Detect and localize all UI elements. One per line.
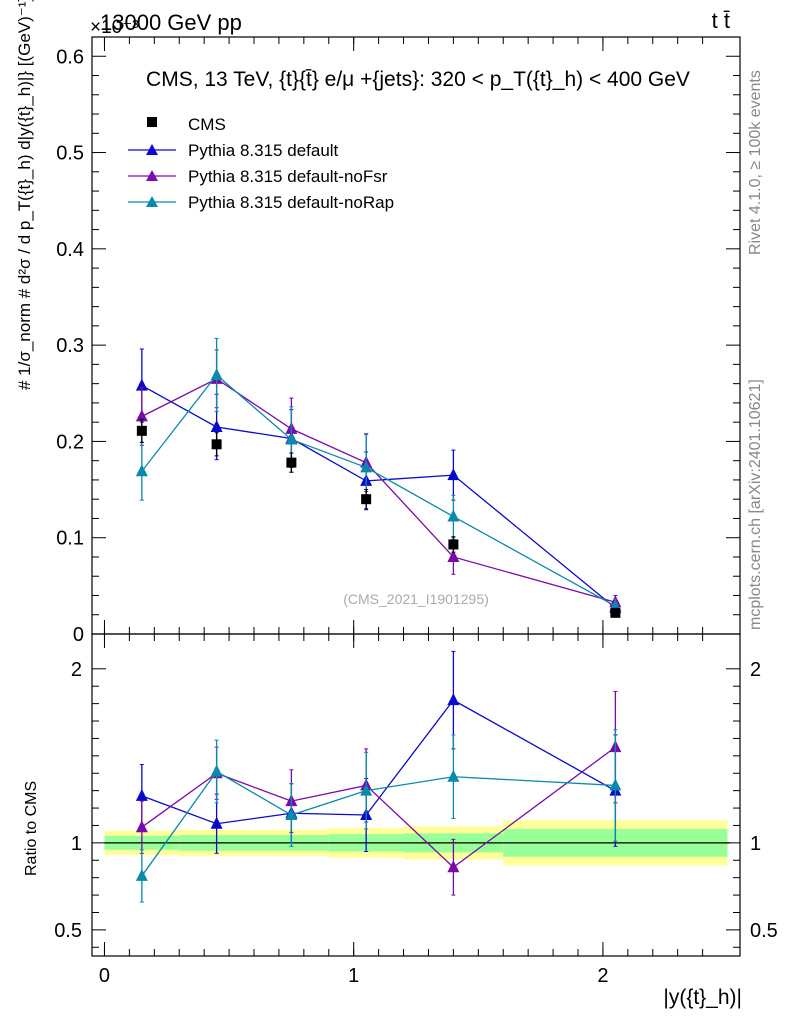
legend-marker-noRap (146, 196, 158, 207)
exponent-label: ×10⁻³ (90, 17, 139, 38)
data-point-cms (361, 494, 372, 505)
main-y-tick-label: 0.5 (56, 143, 84, 165)
data-point-cms (610, 607, 621, 618)
legend-label-noRap: Pythia 8.315 default-noRap (188, 193, 394, 212)
ratio-data-point-noFsr (447, 860, 460, 873)
ratio-data-point-noRap (135, 868, 148, 881)
series-line-default (141, 385, 616, 609)
data-point-default (210, 419, 223, 432)
ratio-axis-ticks: 0.5 0.5 1 1 2 2 0 1 2 (54, 634, 778, 987)
legend: CMS Pythia 8.315 default Pythia 8.315 de… (128, 115, 394, 212)
analysis-watermark: (CMS_2021_I1901295) (343, 591, 489, 607)
mcplots-label: mcplots.cern.ch [arXiv:2401.10621] (747, 379, 764, 630)
ratio-x-tick-label: 1 (348, 965, 359, 987)
main-axis-ticks: 0 0.1 0.2 0.3 0.4 0.5 0.6 (56, 36, 740, 646)
main-y-tick-label: 0.1 (56, 528, 84, 550)
data-point-cms (211, 439, 222, 450)
ratio-y-tick-label: 0.5 (54, 920, 82, 942)
main-y-tick-label: 0.2 (56, 431, 84, 453)
ratio-y-axis-label: Ratio to CMS (23, 781, 40, 876)
ratio-y-tick-label: 1 (71, 833, 82, 855)
main-y-tick-label: 0 (73, 624, 84, 646)
main-y-tick-label: 0.6 (56, 46, 84, 68)
ratio-series-line-noRap (141, 770, 616, 877)
ratio-x-tick-label: 0 (99, 965, 110, 987)
ratio-uncertainty-band (104, 820, 730, 866)
data-point-default (447, 468, 460, 481)
legend-marker-default (146, 144, 158, 155)
ratio-data-point-noRap (609, 778, 622, 791)
ratio-y-tick-label-right: 0.5 (750, 920, 778, 942)
series-line-noFsr (141, 378, 616, 603)
data-point-noRap (135, 464, 148, 477)
data-point-noRap (285, 432, 298, 445)
main-y-axis-label: # 1/σ_norm # d²σ / d p_T({t}_h) d|y({t}_… (15, 0, 34, 390)
x-axis-label: |y({t}_h)| (663, 986, 742, 1009)
ratio-plot-frame (91, 633, 741, 957)
data-point-cms (286, 457, 297, 468)
data-point-cms (136, 425, 147, 436)
data-point-noRap (360, 460, 373, 473)
ratio-y-tick-label-right: 2 (750, 659, 761, 681)
rivet-label: Rivet 4.1.0, ≥ 100k events (747, 70, 764, 255)
ratio-series-line-noFsr (141, 746, 616, 869)
data-point-noFsr (447, 549, 460, 562)
series-line-noRap (141, 374, 616, 607)
main-y-tick-label: 0.3 (56, 335, 84, 357)
ratio-y-tick-label: 2 (71, 659, 82, 681)
data-point-cms (448, 539, 459, 550)
ratio-data-point-default (447, 693, 460, 706)
data-point-default (135, 378, 148, 391)
main-series-layer (135, 337, 622, 618)
legend-label-default: Pythia 8.315 default (188, 141, 339, 160)
ratio-data-point-noRap (447, 769, 460, 782)
chart-title: CMS, 13 TeV, {t}{t̄} e/μ +{jets}: 320 < … (146, 68, 690, 91)
ratio-data-point-noRap (360, 783, 373, 796)
process-label: t t̄ (712, 8, 730, 33)
ratio-data-point-default (135, 788, 148, 801)
ratio-x-tick-label: 2 (597, 965, 608, 987)
ratio-data-point-noRap (285, 808, 298, 821)
ratio-series-layer (135, 650, 622, 903)
legend-marker-cms (147, 117, 157, 127)
ratio-data-point-noRap (210, 764, 223, 777)
energy-label: 13000 GeV pp (100, 10, 242, 35)
legend-label-noFsr: Pythia 8.315 default-noFsr (188, 167, 388, 186)
ratio-data-point-default (210, 816, 223, 829)
main-y-tick-label: 0.4 (56, 239, 84, 261)
legend-label-cms: CMS (188, 115, 226, 134)
ratio-y-tick-label-right: 1 (750, 833, 761, 855)
data-point-noRap (210, 367, 223, 380)
ratio-series-line-default (141, 699, 616, 825)
legend-marker-noFsr (146, 170, 158, 181)
ratio-data-point-noFsr (135, 820, 148, 833)
data-point-noRap (447, 509, 460, 522)
data-point-noFsr (135, 409, 148, 422)
